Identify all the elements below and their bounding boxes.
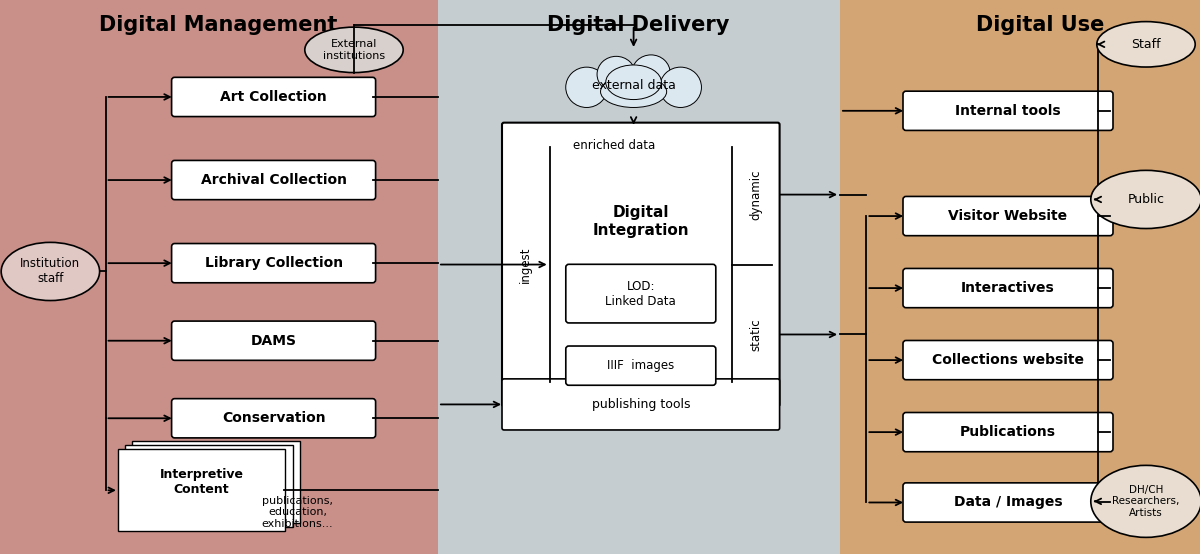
Text: Institution
staff: Institution staff bbox=[20, 258, 80, 285]
FancyBboxPatch shape bbox=[904, 483, 1114, 522]
Text: Archival Collection: Archival Collection bbox=[200, 173, 347, 187]
Ellipse shape bbox=[565, 67, 607, 107]
Text: dynamic: dynamic bbox=[750, 170, 762, 220]
Text: LOD:
Linked Data: LOD: Linked Data bbox=[606, 280, 676, 307]
Text: Digital Management: Digital Management bbox=[100, 15, 337, 35]
FancyBboxPatch shape bbox=[172, 244, 376, 283]
Text: Data / Images: Data / Images bbox=[954, 495, 1062, 510]
Text: IIIF  images: IIIF images bbox=[607, 359, 674, 372]
Bar bbox=[0, 0, 438, 554]
FancyBboxPatch shape bbox=[904, 197, 1114, 235]
Text: Interpretive
Content: Interpretive Content bbox=[160, 468, 244, 496]
FancyBboxPatch shape bbox=[172, 399, 376, 438]
Bar bbox=[840, 0, 1200, 554]
Bar bbox=[438, 0, 840, 554]
FancyBboxPatch shape bbox=[904, 91, 1114, 130]
FancyBboxPatch shape bbox=[172, 78, 376, 116]
FancyBboxPatch shape bbox=[125, 445, 293, 527]
Text: Staff: Staff bbox=[1132, 38, 1160, 51]
FancyBboxPatch shape bbox=[904, 269, 1114, 307]
FancyBboxPatch shape bbox=[132, 441, 300, 523]
Ellipse shape bbox=[1097, 22, 1195, 67]
Text: enriched data: enriched data bbox=[574, 139, 655, 152]
Ellipse shape bbox=[606, 65, 661, 100]
Text: Art Collection: Art Collection bbox=[221, 90, 326, 104]
Text: publishing tools: publishing tools bbox=[592, 398, 690, 411]
Text: DH/CH
Researchers,
Artists: DH/CH Researchers, Artists bbox=[1112, 485, 1180, 518]
FancyBboxPatch shape bbox=[566, 346, 715, 385]
FancyBboxPatch shape bbox=[566, 264, 715, 323]
FancyBboxPatch shape bbox=[502, 122, 780, 407]
Text: Public: Public bbox=[1128, 193, 1164, 206]
Ellipse shape bbox=[305, 27, 403, 73]
Text: publications,
education,
exhibitions...: publications, education, exhibitions... bbox=[262, 496, 334, 529]
Text: Visitor Website: Visitor Website bbox=[948, 209, 1068, 223]
Text: static: static bbox=[750, 318, 762, 351]
Text: Collections website: Collections website bbox=[932, 353, 1084, 367]
FancyBboxPatch shape bbox=[502, 379, 780, 430]
FancyBboxPatch shape bbox=[904, 341, 1114, 379]
Text: Conservation: Conservation bbox=[222, 411, 325, 425]
FancyBboxPatch shape bbox=[172, 321, 376, 360]
Ellipse shape bbox=[660, 67, 702, 107]
Text: Internal tools: Internal tools bbox=[955, 104, 1061, 118]
FancyBboxPatch shape bbox=[904, 413, 1114, 452]
Ellipse shape bbox=[1091, 170, 1200, 228]
Text: ingest: ingest bbox=[520, 247, 532, 283]
Ellipse shape bbox=[1091, 465, 1200, 537]
Text: DAMS: DAMS bbox=[251, 334, 296, 348]
Text: Digital Delivery: Digital Delivery bbox=[547, 15, 730, 35]
Text: Digital
Integration: Digital Integration bbox=[593, 206, 689, 238]
FancyBboxPatch shape bbox=[118, 449, 286, 531]
Text: external data: external data bbox=[592, 79, 676, 93]
Ellipse shape bbox=[600, 76, 667, 107]
Text: Library Collection: Library Collection bbox=[204, 256, 343, 270]
Ellipse shape bbox=[598, 57, 635, 93]
Text: External
institutions: External institutions bbox=[323, 39, 385, 60]
Text: Publications: Publications bbox=[960, 425, 1056, 439]
FancyBboxPatch shape bbox=[172, 161, 376, 199]
Ellipse shape bbox=[1, 243, 100, 300]
Text: Interactives: Interactives bbox=[961, 281, 1055, 295]
Text: Digital Use: Digital Use bbox=[977, 15, 1104, 35]
Ellipse shape bbox=[632, 55, 670, 91]
